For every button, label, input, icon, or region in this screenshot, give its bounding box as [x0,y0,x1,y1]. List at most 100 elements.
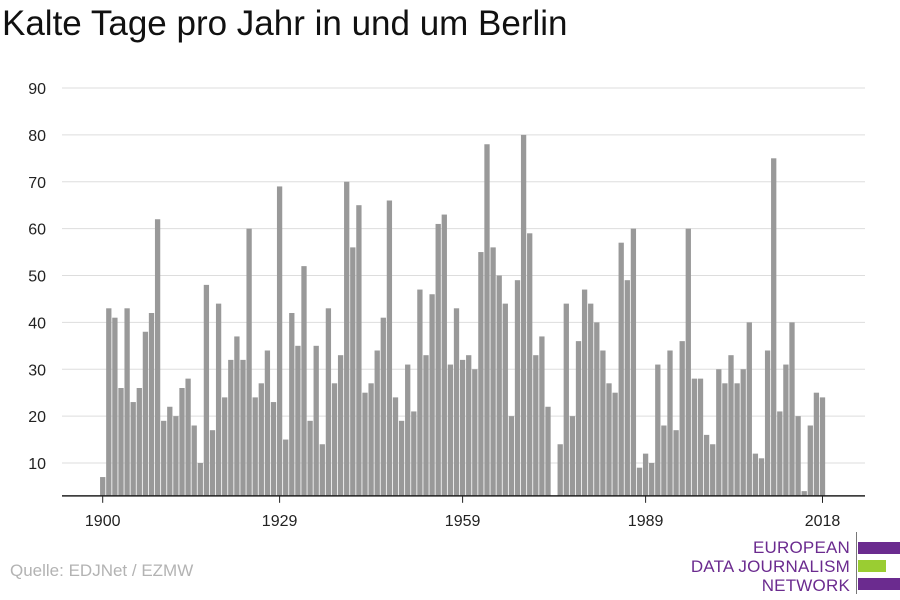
y-tick-label: 20 [28,409,46,426]
bar-2015 [801,491,807,496]
bar-1930 [283,439,289,496]
bar-1995 [679,341,685,496]
bar-2013 [789,322,795,496]
bar-1908 [148,313,155,496]
y-tick-label: 90 [28,81,46,98]
source-note: Quelle: EDJNet / EZMW [10,561,194,580]
y-tick-label: 70 [28,175,46,192]
bar-2004 [734,383,740,496]
logo-divider [856,532,857,594]
bar-1980 [588,303,594,496]
bar-1952 [417,289,423,496]
bar-1958 [453,308,460,496]
chart-title: Kalte Tage pro Jahr in und um Berlin [2,4,568,43]
bar-1947 [386,200,393,496]
bar-1904 [124,308,130,496]
bar-1994 [673,430,679,496]
bar-1962 [478,252,484,496]
logo-bar-purple-top [858,542,900,554]
logo-line-european: EUROPEAN [752,538,850,557]
bar-1934 [307,420,313,496]
bar-1929 [276,186,283,496]
bar-1918 [209,430,216,496]
bar-1914 [185,378,191,496]
bar-1969 [520,134,527,496]
bar-1941 [350,247,356,496]
bar-1919 [215,303,222,496]
bar-2001 [716,369,722,496]
bar-2007 [752,453,759,496]
bar-1960 [466,355,472,496]
x-axis-ticks: 1900 1929 1959 1989 2018 [85,495,840,530]
bar-1935 [313,345,319,496]
edjnet-logo[interactable]: EUROPEAN DATA JOURNALISM NETWORK [691,532,900,596]
bar-1920 [222,397,228,496]
bar-1915 [191,425,197,496]
bar-1925 [252,397,258,496]
bar-2014 [795,416,801,496]
bar-2010 [771,158,777,496]
logo-line-network: NETWORK [761,576,850,595]
bar-1997 [691,378,698,496]
bar-2018 [819,397,826,496]
y-tick-label: 40 [28,315,46,332]
bar-1932 [295,345,301,496]
x-tick-label: 1900 [85,513,121,530]
bar-1949 [398,420,405,496]
bar-2000 [710,444,716,496]
bar-1971 [533,355,539,496]
bar-1981 [594,322,600,496]
bars [100,134,826,496]
bar-1902 [112,317,118,496]
bar-1933 [301,266,307,496]
bar-1953 [423,355,429,496]
bar-2016 [807,425,813,496]
bar-1970 [527,233,533,496]
bar-2017 [813,392,820,496]
bar-1973 [545,406,551,496]
bar-1979 [581,289,588,496]
bar-1988 [636,467,643,496]
x-tick-label: 1929 [262,513,298,530]
bar-1986 [624,280,630,496]
bar-1909 [154,219,161,496]
bar-1903 [118,388,124,496]
bar-1991 [655,364,661,496]
bar-1983 [606,383,612,496]
bar-1982 [600,350,606,496]
bar-2009 [764,350,771,496]
bar-1987 [630,228,637,496]
bar-1924 [246,228,252,496]
bar-1977 [569,416,576,496]
bar-1937 [325,308,332,496]
bar-1948 [392,397,399,496]
bar-1959 [459,359,466,496]
bar-1950 [405,364,411,496]
bar-2012 [783,364,789,496]
bar-2006 [746,322,752,496]
x-tick-label: 1989 [628,513,664,530]
bar-1992 [661,425,667,496]
bar-1964 [490,247,496,496]
bar-1985 [618,242,624,496]
bar-2008 [758,458,765,496]
bar-1984 [612,392,618,496]
logo-line-data-journalism: DATA JOURNALISM [690,557,850,576]
bar-2002 [722,383,728,496]
y-tick-label: 60 [28,222,46,239]
bar-2003 [728,355,734,496]
bar-1951 [411,411,417,496]
y-tick-label: 50 [28,269,46,286]
bar-1922 [234,336,240,496]
bar-1938 [331,383,338,496]
bar-1911 [167,406,173,496]
bar-1917 [203,284,210,496]
bar-1905 [130,402,136,496]
bar-1999 [703,434,710,496]
bar-1928 [270,402,277,496]
bar-1993 [667,350,673,496]
bar-1945 [374,350,380,496]
bar-1946 [380,317,386,496]
bar-1939 [337,355,344,496]
bar-1957 [447,364,454,496]
